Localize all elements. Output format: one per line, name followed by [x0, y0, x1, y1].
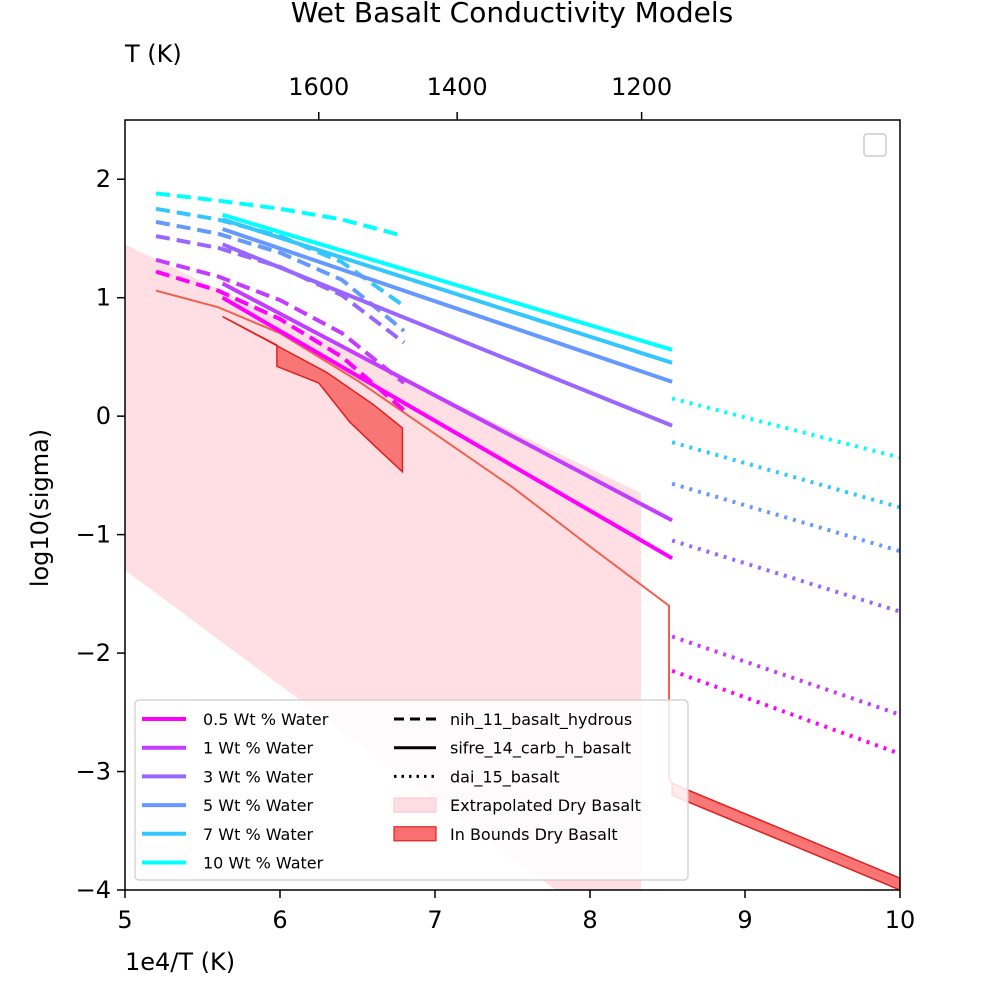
series-line-sifre_14_carb_h_basalt-1-wt [221, 281, 674, 523]
y-axis-label: log10(sigma) [26, 429, 54, 587]
chart-title: Wet Basalt Conductivity Models [291, 0, 733, 29]
y-tick-label: 1 [96, 284, 111, 312]
legend-label-water: 10 Wt % Water [203, 854, 324, 873]
series-line-sifre_14_carb_h_basalt-5-wt [221, 227, 673, 384]
y-axis: −4 −3 −2 −1 0 1 2 [76, 165, 125, 904]
series-line-sifre_14_carb_h_basalt-0_5-wt [221, 295, 674, 561]
in-bounds-dry-basalt-region-1 [671, 782, 900, 890]
legend-label-inbounds: In Bounds Dry Basalt [450, 825, 618, 844]
legend-label-water: 5 Wt % Water [203, 796, 313, 815]
legend-label-extrapolated: Extrapolated Dry Basalt [450, 796, 641, 815]
series-line-dai_15_basalt-3-wt [671, 538, 900, 614]
legend-swatch-inbounds [393, 826, 437, 842]
legend-label-model: dai_15_basalt [450, 767, 560, 787]
legend-label-water: 3 Wt % Water [203, 767, 313, 786]
legend: 0.5 Wt % Water 1 Wt % Water 3 Wt % Water 5 … [134, 699, 689, 881]
legend-label-water: 7 Wt % Water [203, 825, 313, 844]
top-tick-label: 1400 [427, 73, 488, 101]
series-line-nih_11_basalt_hydrous-0_5-wt [155, 269, 406, 412]
top-axis-label: T (K) [124, 40, 182, 68]
series-line-nih_11_basalt_hydrous-5-wt [155, 219, 406, 333]
legend-label-water: 0.5 Wt % Water [203, 710, 329, 729]
y-tick-label: −1 [76, 521, 111, 549]
series-line-nih_11_basalt_hydrous-10-wt [155, 191, 405, 239]
x-tick-label: 10 [885, 906, 916, 934]
legend-label-water: 1 Wt % Water [203, 739, 313, 758]
y-tick-label: −2 [76, 639, 111, 667]
series-line-sifre_14_carb_h_basalt-10-wt [222, 212, 673, 352]
series-line-dai_15_basalt-10-wt [671, 396, 900, 460]
top-x-axis: 1600 1400 1200 [288, 73, 672, 120]
x-tick-label: 7 [427, 906, 442, 934]
y-tick-label: 2 [96, 165, 111, 193]
series-line-dai_15_basalt-5-wt [671, 481, 900, 554]
x-axis-label: 1e4/T (K) [125, 948, 235, 976]
top-tick-label: 1600 [288, 73, 349, 101]
legend-label-model: nih_11_basalt_hydrous [450, 710, 632, 730]
series-line-sifre_14_carb_h_basalt-7-wt [221, 217, 673, 365]
series-line-dai_15_basalt-7-wt [671, 440, 900, 510]
x-tick-label: 8 [582, 906, 597, 934]
x-tick-label: 9 [737, 906, 752, 934]
legend-frame [134, 699, 689, 881]
legend-swatch-extrapolated [393, 797, 437, 813]
empty-legend-box [863, 133, 887, 157]
y-tick-label: 0 [96, 402, 111, 430]
series-line-nih_11_basalt_hydrous-1-wt [155, 257, 406, 385]
y-tick-label: −3 [76, 758, 111, 786]
x-tick-label: 6 [272, 906, 287, 934]
x-tick-label: 5 [117, 906, 132, 934]
series-line-dai_15_basalt-0_5-wt [671, 668, 900, 756]
y-tick-label: −4 [76, 876, 111, 904]
top-tick-label: 1200 [611, 73, 672, 101]
plot-frame [124, 119, 901, 891]
in-bounds-dry-basalt-region-0 [222, 315, 404, 474]
series-line-dai_15_basalt-1-wt [671, 634, 900, 717]
legend-label-model: sifre_14_carb_h_basalt [450, 739, 631, 759]
series-line-sifre_14_carb_h_basalt-3-wt [221, 242, 673, 428]
series-lines [155, 191, 900, 756]
x-axis: 5 6 7 8 9 10 [117, 890, 915, 934]
